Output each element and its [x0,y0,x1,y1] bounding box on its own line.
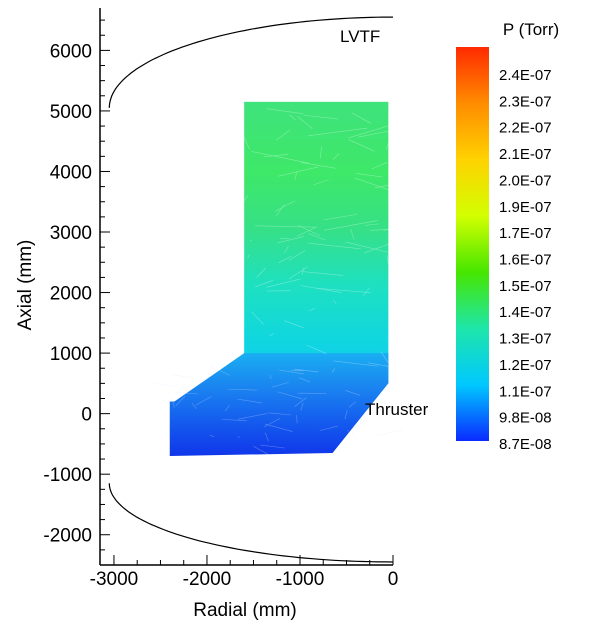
mesh-streak [377,430,403,435]
y-tick-label: 3000 [50,223,92,244]
plume-region [170,353,389,456]
y-tick-label: 6000 [50,41,92,62]
colorbar-label: 1.9E-07 [499,199,552,216]
mesh-streak [170,374,191,377]
mesh-streak [178,384,185,393]
colorbar-label: 1.7E-07 [499,225,552,242]
y-tick-label: 1000 [50,344,92,365]
colorbar-label: 2.0E-07 [499,172,552,189]
x-tick-label: -2000 [183,569,232,590]
colorbar-label: 2.4E-07 [499,67,552,84]
colorbar-label: 1.6E-07 [499,252,552,269]
y-axis-label: Axial (mm) [15,240,36,331]
colorbar-labels: 2.4E-07 2.3E-07 2.2E-07 2.1E-07 2.0E-07 1.9E-… [499,67,552,453]
y-tick-label: -1000 [43,465,92,486]
x-axis-ticks: -3000 -2000 -1000 0 [90,555,399,590]
y-tick-label: 5000 [50,102,92,123]
colorbar-label: 1.2E-07 [499,357,552,374]
x-axis-label: Radial (mm) [193,600,296,621]
column-region [244,102,388,384]
lvtf-chamber-wall-lower [109,483,393,562]
lvtf-label: LVTF [340,27,380,46]
thruster-label: Thruster [365,400,429,419]
colorbar-label: 1.5E-07 [499,278,552,295]
colorbar-label: 2.1E-07 [499,146,552,163]
colorbar-label: 1.3E-07 [499,331,552,348]
y-tick-label: 4000 [50,162,92,183]
colorbar-label: 8.7E-08 [499,436,552,453]
colorbar-label: 2.2E-07 [499,120,552,137]
mesh-streak [155,383,178,386]
colorbar [456,47,489,441]
colorbar-label: 9.8E-08 [499,410,552,427]
y-tick-label: -2000 [43,526,92,547]
x-tick-label: -3000 [90,569,139,590]
x-tick-label: -1000 [276,569,325,590]
x-tick-label: 0 [388,569,399,590]
mesh-streak [352,431,356,439]
colorbar-label: 1.4E-07 [499,304,552,321]
colorbar-label: 2.3E-07 [499,93,552,110]
y-tick-label: 0 [81,405,92,426]
y-tick-label: 2000 [50,284,92,305]
colorbar-label: 1.1E-07 [499,383,552,400]
colorbar-title: P (Torr) [503,20,559,39]
